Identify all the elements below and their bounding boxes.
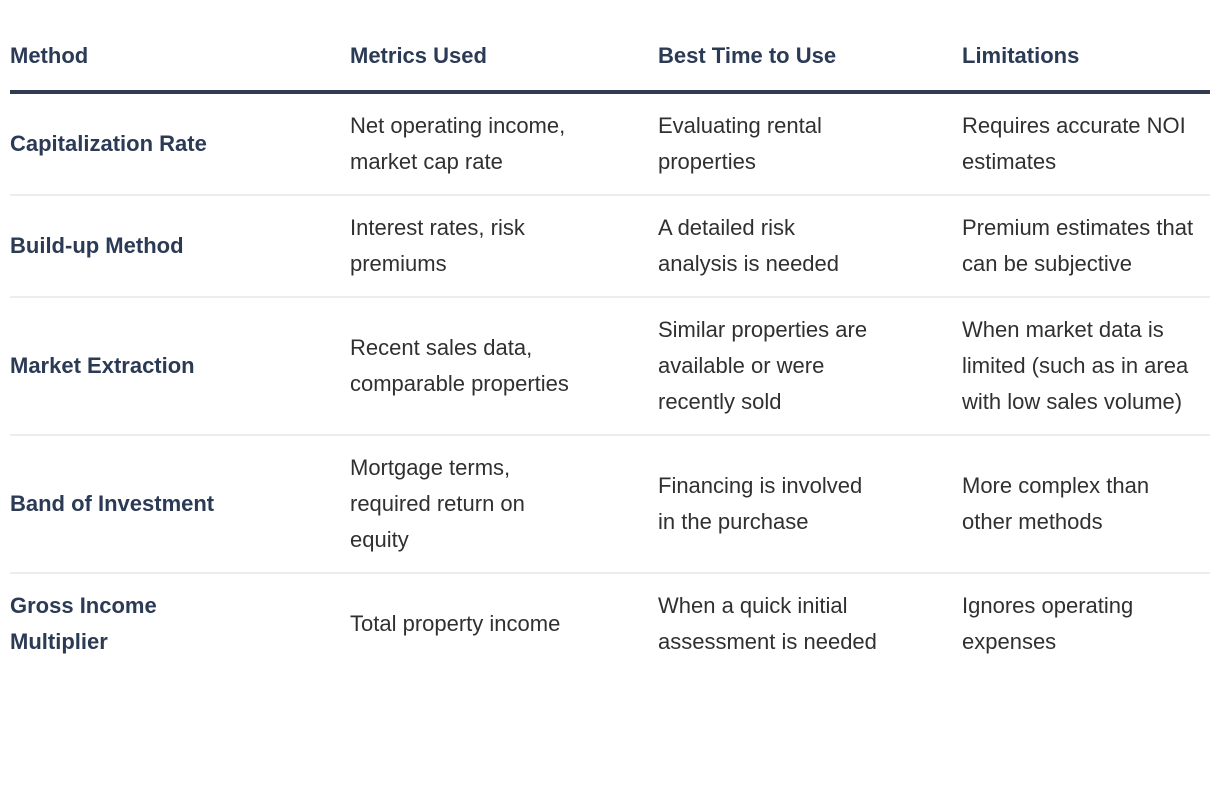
column-header-metrics-used: Metrics Used — [350, 42, 658, 94]
cell-method: Gross Income Multiplier — [10, 573, 350, 674]
column-header-metrics-used-label: Metrics Used — [350, 43, 487, 68]
limitations-text: Ignores operating expenses — [962, 593, 1134, 654]
cell-best-time-to-use: A detailed risk analysis is needed — [658, 195, 962, 297]
cell-method: Band of Investment — [10, 435, 350, 573]
method-name: Build-up Method — [10, 233, 184, 258]
best-time-text: When a quick initial assessment is neede… — [658, 593, 877, 654]
metrics-used-text: Net operating income, market cap rate — [350, 113, 566, 174]
cell-limitations: Requires accurate NOI estimates — [962, 92, 1210, 195]
metrics-used-text: Mortgage terms, required return on equit… — [350, 455, 525, 552]
limitations-text: More complex than other methods — [962, 473, 1150, 534]
cell-metrics-used: Interest rates, risk premiums — [350, 195, 658, 297]
cell-method: Build-up Method — [10, 195, 350, 297]
column-header-method: Method — [10, 42, 350, 94]
best-time-text: Evaluating rental properties — [658, 113, 822, 174]
table-row-market-extraction: Market Extraction Recent sales data, com… — [10, 297, 1210, 435]
cell-limitations: Ignores operating expenses — [962, 573, 1210, 674]
metrics-used-text: Interest rates, risk premiums — [350, 215, 525, 276]
cell-metrics-used: Mortgage terms, required return on equit… — [350, 435, 658, 573]
column-header-best-time-to-use-label: Best Time to Use — [658, 43, 837, 68]
limitations-text: Requires accurate NOI estimates — [962, 113, 1186, 174]
metrics-used-text: Total property income — [350, 611, 561, 636]
table-header-row: Method Metrics Used Best Time to Use Lim… — [10, 42, 1210, 94]
method-name: Market Extraction — [10, 353, 195, 378]
cell-method: Market Extraction — [10, 297, 350, 435]
column-header-best-time-to-use: Best Time to Use — [658, 42, 962, 94]
method-name: Gross Income Multiplier — [10, 593, 157, 654]
cell-limitations: When market data is limited (such as in … — [962, 297, 1210, 435]
cell-metrics-used: Total property income — [350, 573, 658, 674]
best-time-text: Similar properties are available or were… — [658, 317, 868, 414]
method-name: Capitalization Rate — [10, 131, 207, 156]
limitations-text: Premium estimates that can be subjective — [962, 215, 1194, 276]
column-header-limitations-label: Limitations — [962, 43, 1080, 68]
valuation-methods-comparison-table: Method Metrics Used Best Time to Use Lim… — [10, 42, 1210, 674]
table-row-gross-income-multiplier: Gross Income Multiplier Total property i… — [10, 573, 1210, 674]
metrics-used-text: Recent sales data, comparable properties — [350, 335, 569, 396]
table-row-band-of-investment: Band of Investment Mortgage terms, requi… — [10, 435, 1210, 573]
cell-limitations: Premium estimates that can be subjective — [962, 195, 1210, 297]
valuation-methods-table-container: Method Metrics Used Best Time to Use Lim… — [10, 42, 1210, 674]
cell-best-time-to-use: Similar properties are available or were… — [658, 297, 962, 435]
column-header-limitations: Limitations — [962, 42, 1210, 94]
table-row-capitalization-rate: Capitalization Rate Net operating income… — [10, 92, 1210, 195]
cell-best-time-to-use: Evaluating rental properties — [658, 92, 962, 195]
table-row-build-up-method: Build-up Method Interest rates, risk pre… — [10, 195, 1210, 297]
cell-best-time-to-use: Financing is involved in the purchase — [658, 435, 962, 573]
cell-limitations: More complex than other methods — [962, 435, 1210, 573]
cell-best-time-to-use: When a quick initial assessment is neede… — [658, 573, 962, 674]
cell-metrics-used: Recent sales data, comparable properties — [350, 297, 658, 435]
best-time-text: Financing is involved in the purchase — [658, 473, 863, 534]
cell-metrics-used: Net operating income, market cap rate — [350, 92, 658, 195]
column-header-method-label: Method — [10, 43, 89, 68]
best-time-text: A detailed risk analysis is needed — [658, 215, 840, 276]
limitations-text: When market data is limited (such as in … — [962, 317, 1189, 414]
method-name: Band of Investment — [10, 491, 215, 516]
cell-method: Capitalization Rate — [10, 92, 350, 195]
